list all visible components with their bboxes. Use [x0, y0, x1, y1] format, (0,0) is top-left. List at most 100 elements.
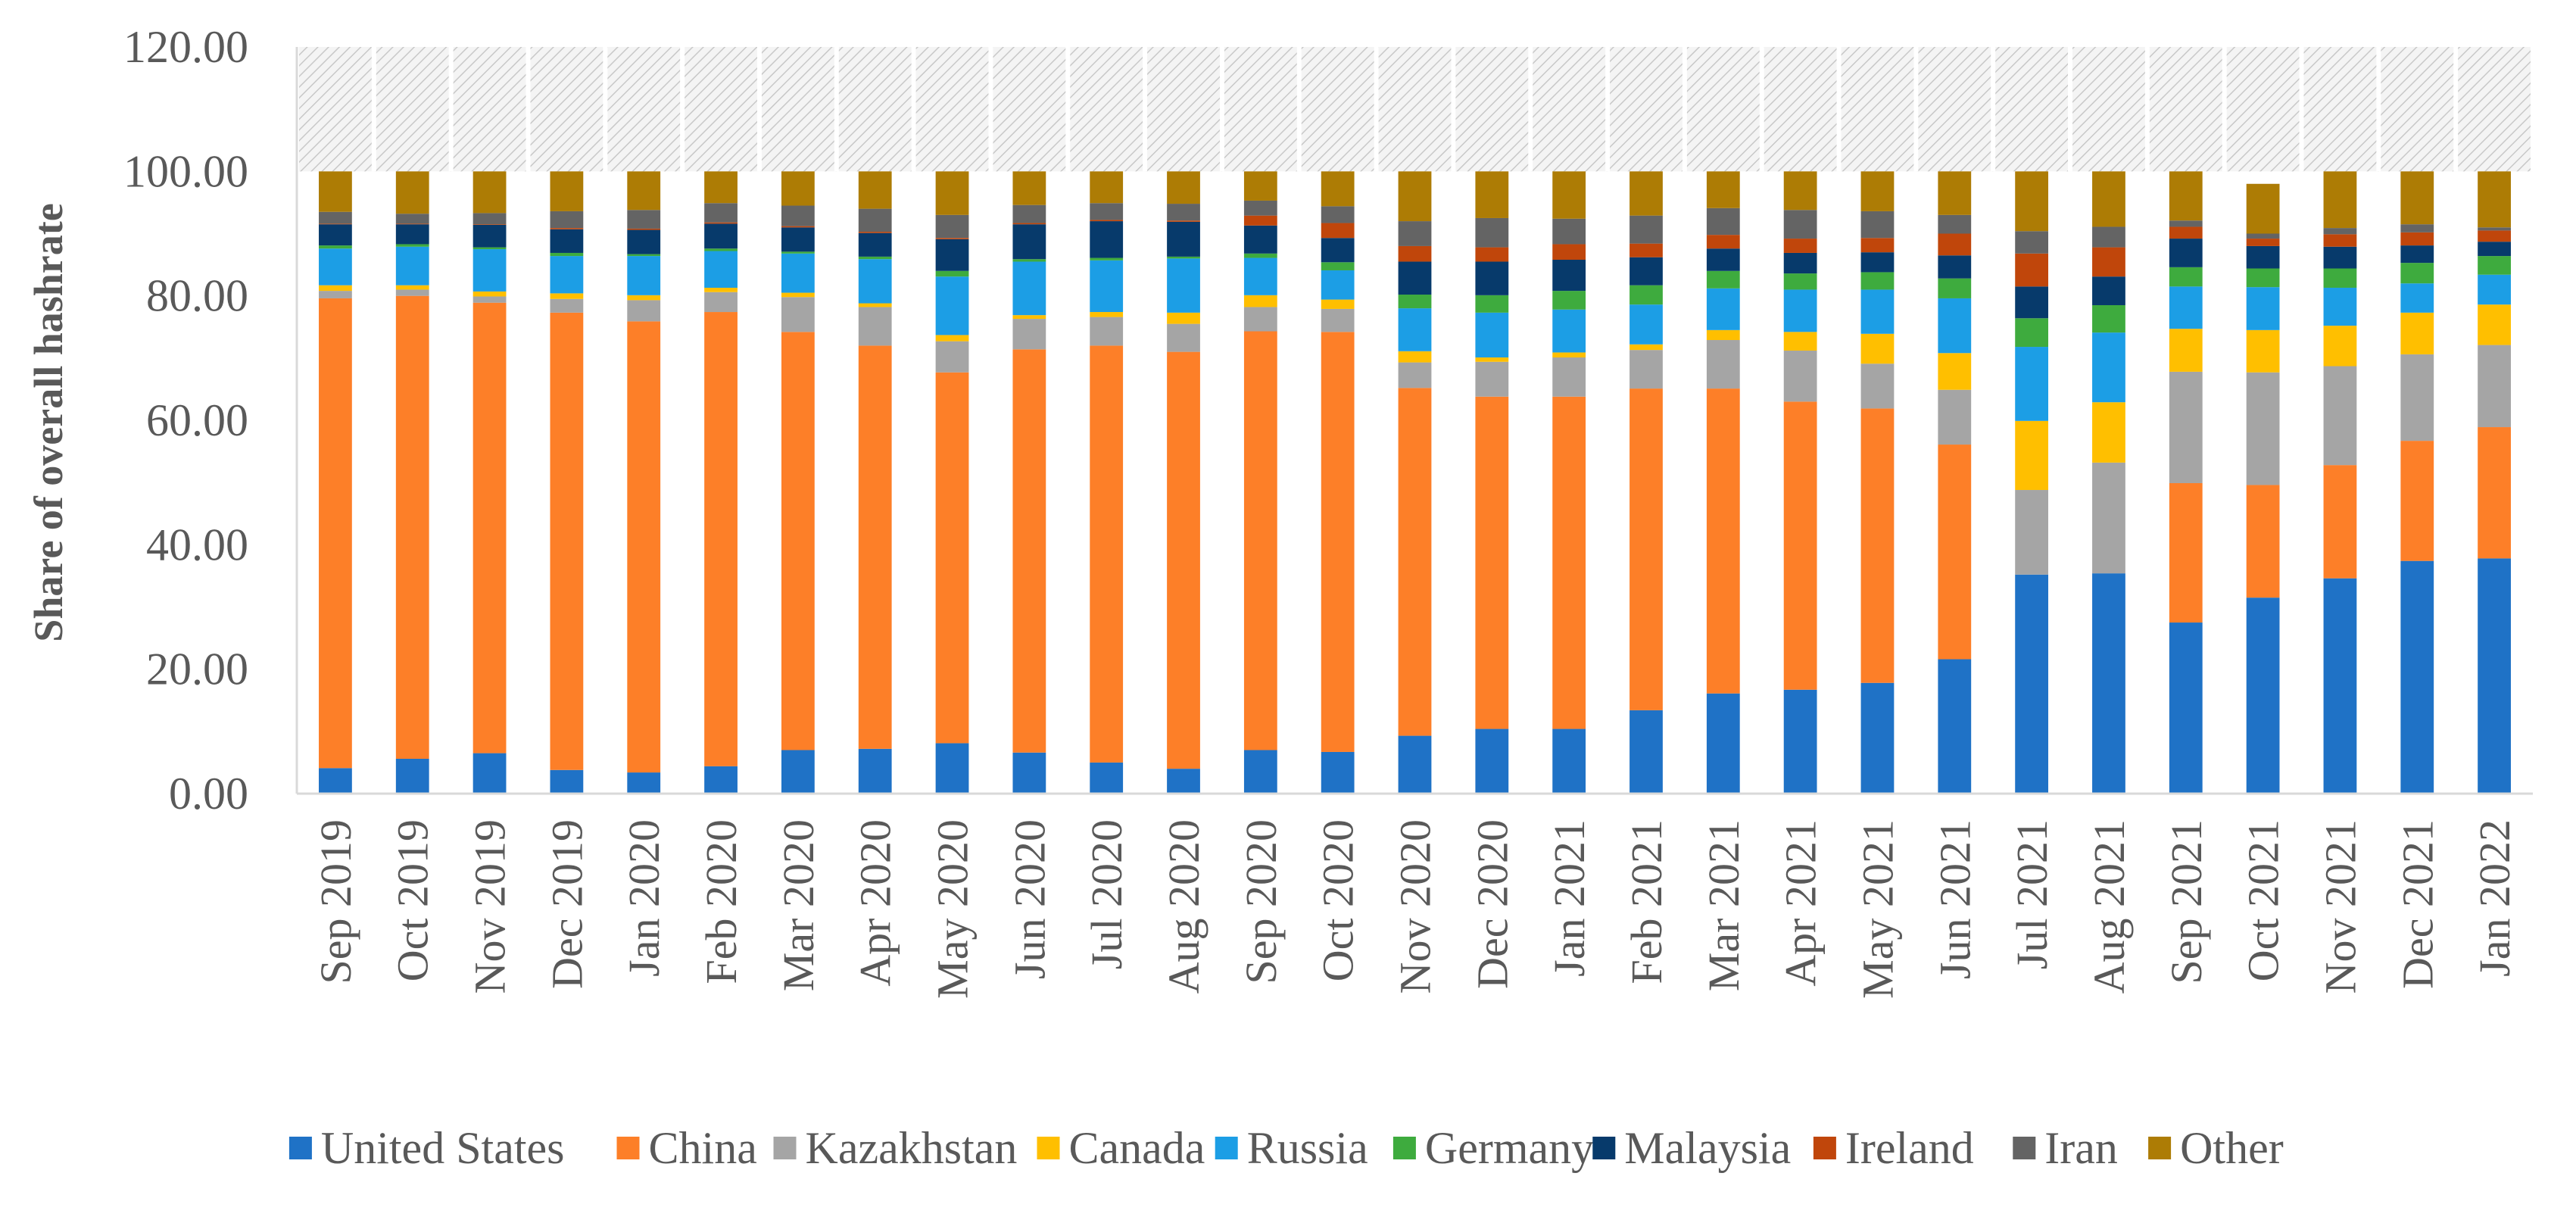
bar-segment-russia	[1321, 270, 1355, 300]
bar-segment-canada	[2400, 312, 2434, 354]
hatch-gap	[834, 47, 839, 172]
y-tick-labels: 0.00 20.00 40.00 60.00 80.00 100.00 120.00	[123, 22, 248, 819]
bar-segment-united-states	[858, 748, 892, 794]
bar-segment-other	[627, 171, 661, 211]
bar-segment-malaysia	[858, 232, 892, 257]
hatch-gap	[988, 47, 993, 172]
hatch-gap	[756, 47, 762, 172]
bar-stack	[319, 171, 352, 794]
legend-label: Iran	[2044, 1123, 2118, 1173]
hatch-gap	[1759, 47, 1764, 172]
legend-label: Russia	[1247, 1123, 1368, 1173]
bar-segment-canada	[2246, 329, 2280, 373]
legend-item: Malaysia	[1592, 1123, 1791, 1173]
bar-segment-china	[2169, 482, 2203, 623]
bar-stack	[858, 171, 892, 794]
bar-segment-malaysia	[1475, 261, 1509, 295]
bar-segment-china	[935, 372, 969, 744]
y-tick-label: 20.00	[146, 644, 248, 694]
hatch-gap	[1065, 47, 1071, 172]
hatch-gap	[2144, 47, 2150, 172]
legend-item: Kazakhstan	[773, 1123, 1017, 1173]
bar-segment-united-states	[1706, 693, 1740, 794]
bar-segment-ireland	[1398, 245, 1432, 262]
hatch-gap	[1682, 47, 1687, 172]
hatch-gap	[1913, 47, 1919, 172]
bar-segment-china	[1938, 445, 1972, 660]
legend-swatch	[2148, 1137, 2172, 1159]
bar-stack	[1706, 171, 1740, 794]
bar-segment-ireland	[627, 228, 661, 230]
bar-segment-united-states	[2400, 560, 2434, 794]
bar-stack	[1321, 171, 1355, 794]
hatch-gap	[525, 47, 531, 172]
bar-segment-united-states	[627, 772, 661, 794]
bar-segment-canada	[1860, 333, 1895, 364]
bar-segment-malaysia	[627, 229, 661, 254]
bar-stack	[1167, 171, 1200, 794]
hatch-gap	[2453, 47, 2459, 172]
legend-swatch	[1592, 1137, 1616, 1159]
legend-swatch	[1392, 1137, 1416, 1159]
bar-stack	[1938, 171, 1972, 794]
bar-segment-kazakhstan	[1475, 361, 1509, 397]
bar-segment-malaysia	[2246, 245, 2280, 269]
bar-segment-ireland	[2323, 234, 2357, 247]
bar-segment-russia	[781, 253, 815, 293]
bar-segment-canada	[1167, 312, 1200, 324]
x-tick-label: Dec 2019	[542, 819, 591, 989]
bar-segment-ireland	[781, 226, 815, 228]
bar-segment-iran	[1552, 218, 1586, 245]
legend: United States China Kazakhstan Canada Russia…	[288, 1123, 2284, 1173]
bar-segment-kazakhstan	[627, 300, 661, 322]
bar-segment-canada	[1398, 351, 1432, 363]
bar-segment-germany	[2400, 263, 2434, 284]
bar-stack	[2015, 171, 2049, 794]
hatch-gap	[1143, 47, 1148, 172]
bar-segment-other	[935, 171, 969, 215]
bar-segment-iran	[1398, 221, 1432, 246]
x-tick-label: Dec 2020	[1467, 819, 1517, 989]
bar-segment-russia	[1783, 289, 1817, 332]
bar-segment-germany	[319, 245, 352, 249]
legend-item: Iran	[2013, 1123, 2118, 1173]
bar-segment-other	[1783, 171, 1817, 211]
bar-segment-united-states	[935, 743, 969, 794]
x-tick-label: Sep 2021	[2162, 819, 2211, 984]
bar-segment-malaysia	[472, 225, 507, 248]
hatch-gap	[603, 47, 608, 172]
bar-segment-ireland	[2246, 239, 2280, 246]
legend-item: Germany	[1392, 1123, 1594, 1173]
bar-segment-malaysia	[1938, 255, 1972, 279]
bar-segment-china	[1783, 401, 1817, 690]
axis-layer	[295, 47, 2533, 795]
bar-segment-kazakhstan	[1552, 357, 1586, 397]
bar-stack	[2478, 171, 2511, 794]
bar-segment-iran	[1629, 215, 1663, 244]
bar-segment-iran	[1706, 207, 1740, 236]
bar-stack	[1090, 171, 1124, 794]
bar-segment-united-states	[1321, 751, 1355, 794]
bar-segment-other	[1552, 171, 1586, 219]
bar-segment-iran	[704, 203, 738, 223]
bar-segment-malaysia	[1012, 224, 1046, 260]
bar-segment-china	[1090, 345, 1124, 763]
bar-segment-malaysia	[550, 229, 584, 253]
x-tick-label: Jul 2021	[2007, 819, 2057, 969]
bar-segment-russia	[704, 251, 738, 288]
bar-segment-kazakhstan	[858, 307, 892, 346]
bar-segment-malaysia	[2323, 246, 2357, 269]
bar-segment-ireland	[1243, 215, 1277, 226]
bar-stack	[550, 171, 584, 794]
bar-segment-united-states	[2015, 574, 2049, 794]
x-tick-label: Nov 2020	[1391, 819, 1440, 994]
bar-segment-kazakhstan	[395, 289, 429, 296]
bar-stack	[1012, 171, 1046, 794]
bar-segment-russia	[1938, 298, 1972, 354]
bar-segment-ireland	[1629, 243, 1663, 257]
bar-segment-ireland	[1321, 223, 1355, 239]
bar-segment-canada	[2323, 326, 2357, 367]
bar-segment-russia	[627, 256, 661, 295]
bar-segment-kazakhstan	[1706, 340, 1740, 389]
bar-segment-ireland	[935, 238, 969, 239]
